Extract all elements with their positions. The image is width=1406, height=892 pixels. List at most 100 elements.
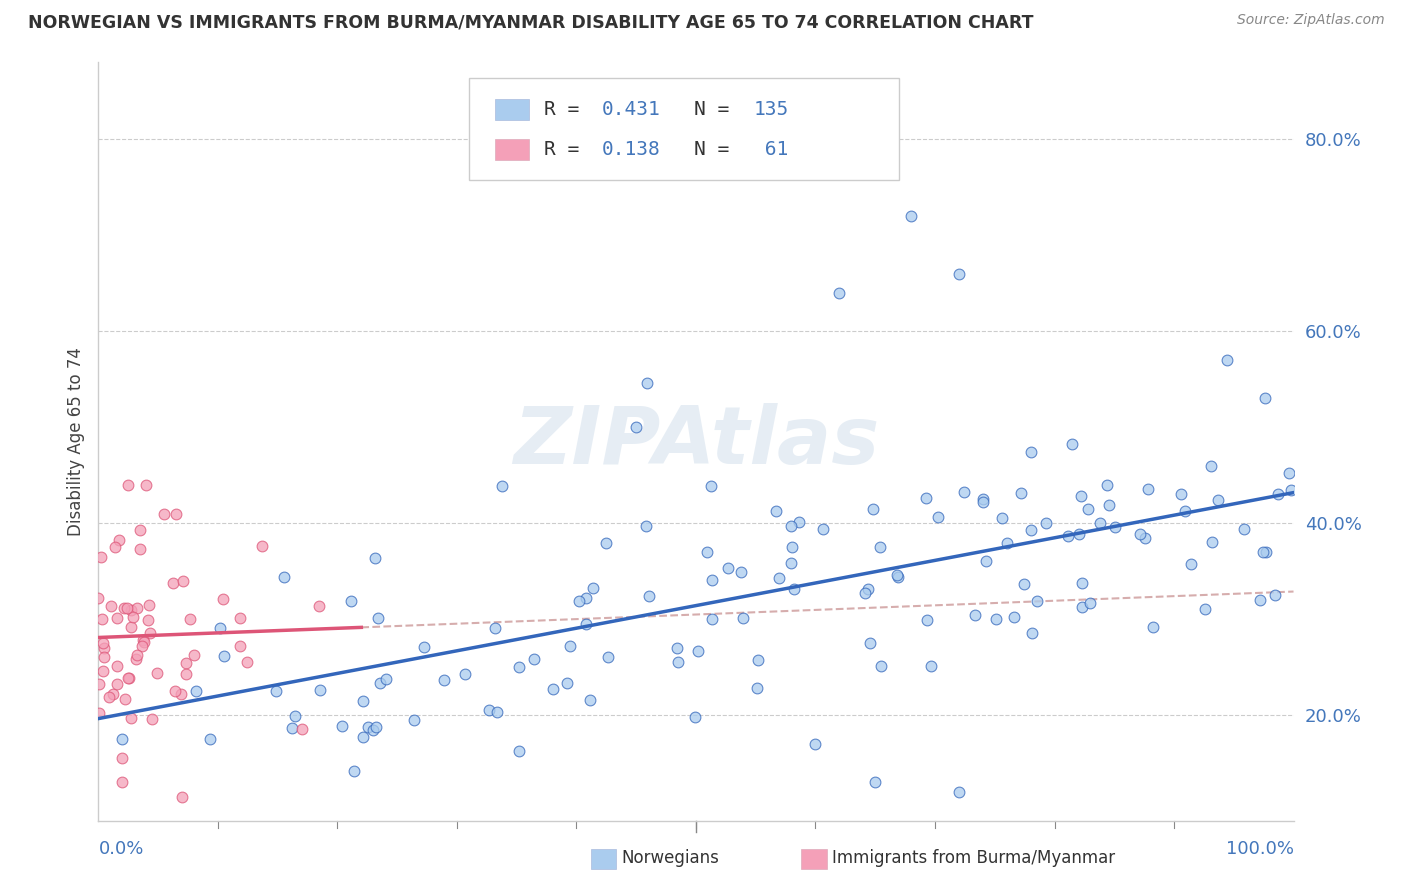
Point (636, 376, 658, 390)
Text: R =: R = (544, 140, 591, 159)
Point (730, 565, 752, 579)
Point (125, 600, 148, 615)
Point (1194, 601, 1216, 615)
Point (491, 479, 513, 493)
Point (1035, 516, 1057, 531)
Point (856, 582, 879, 596)
Point (264, 684, 287, 698)
Text: 61: 61 (754, 140, 789, 159)
Point (229, 610, 252, 624)
Point (357, 720, 380, 734)
Point (250, 539, 273, 553)
Point (1201, 535, 1223, 549)
Point (91, 636, 114, 650)
Point (124, 652, 146, 666)
Point (117, 477, 139, 491)
Point (115, 601, 138, 615)
Point (179, 612, 201, 626)
Point (1133, 531, 1156, 545)
Point (780, 541, 803, 555)
Point (733, 611, 755, 625)
Text: Source: ZipAtlas.com: Source: ZipAtlas.com (1237, 13, 1385, 28)
Point (1251, 545, 1274, 559)
Point (1267, 487, 1289, 501)
Point (170, 687, 193, 701)
Point (696, 545, 718, 559)
Point (636, 519, 658, 533)
Point (685, 710, 707, 724)
Point (364, 720, 387, 734)
Point (963, 608, 986, 623)
Point (780, 556, 803, 570)
Point (478, 703, 501, 717)
Point (920, 659, 942, 673)
Point (568, 594, 591, 608)
Point (104, 541, 127, 555)
Point (555, 676, 578, 690)
Point (1010, 485, 1032, 500)
Point (141, 712, 163, 726)
Point (93, 641, 115, 656)
Point (139, 626, 162, 640)
Point (1180, 557, 1202, 571)
Point (765, 504, 787, 518)
Point (1216, 353, 1239, 368)
Point (575, 616, 598, 631)
Point (87, 591, 110, 605)
Text: 0.0%: 0.0% (98, 839, 143, 857)
Point (870, 659, 893, 673)
Point (308, 599, 330, 613)
Point (1060, 437, 1083, 451)
Point (1170, 487, 1192, 501)
Point (869, 541, 891, 555)
Text: 0.431: 0.431 (602, 100, 661, 119)
Point (172, 574, 194, 589)
Point (953, 485, 976, 500)
Point (111, 751, 134, 765)
Point (486, 705, 509, 719)
Point (1137, 482, 1160, 496)
Point (1173, 503, 1195, 517)
Point (700, 573, 723, 587)
Point (974, 554, 997, 568)
Point (340, 594, 363, 608)
Point (1056, 529, 1078, 543)
Point (789, 515, 811, 529)
Point (433, 673, 456, 687)
Point (887, 569, 910, 583)
Point (1199, 458, 1222, 473)
Point (541, 682, 564, 697)
Point (132, 632, 155, 647)
Point (309, 683, 332, 698)
Point (1069, 527, 1091, 541)
Point (93, 649, 115, 664)
Point (768, 572, 790, 586)
Point (508, 743, 530, 757)
Point (1026, 594, 1049, 608)
Point (183, 648, 205, 663)
Point (1249, 593, 1271, 607)
Point (1080, 596, 1102, 610)
Point (117, 671, 139, 685)
Point (900, 209, 922, 223)
Point (915, 491, 938, 505)
Point (595, 535, 617, 549)
Point (200, 732, 222, 747)
Point (813, 522, 835, 536)
Point (284, 709, 307, 723)
Point (212, 592, 235, 607)
Point (665, 640, 688, 655)
Point (1254, 544, 1277, 558)
Point (91, 664, 114, 678)
Point (783, 582, 806, 597)
Point (948, 785, 970, 799)
FancyBboxPatch shape (495, 139, 529, 161)
FancyBboxPatch shape (495, 99, 529, 120)
Point (121, 610, 143, 624)
Point (578, 692, 600, 706)
Point (112, 601, 135, 615)
Point (1128, 527, 1150, 541)
Point (747, 653, 769, 667)
Point (114, 691, 136, 706)
Point (404, 714, 426, 728)
